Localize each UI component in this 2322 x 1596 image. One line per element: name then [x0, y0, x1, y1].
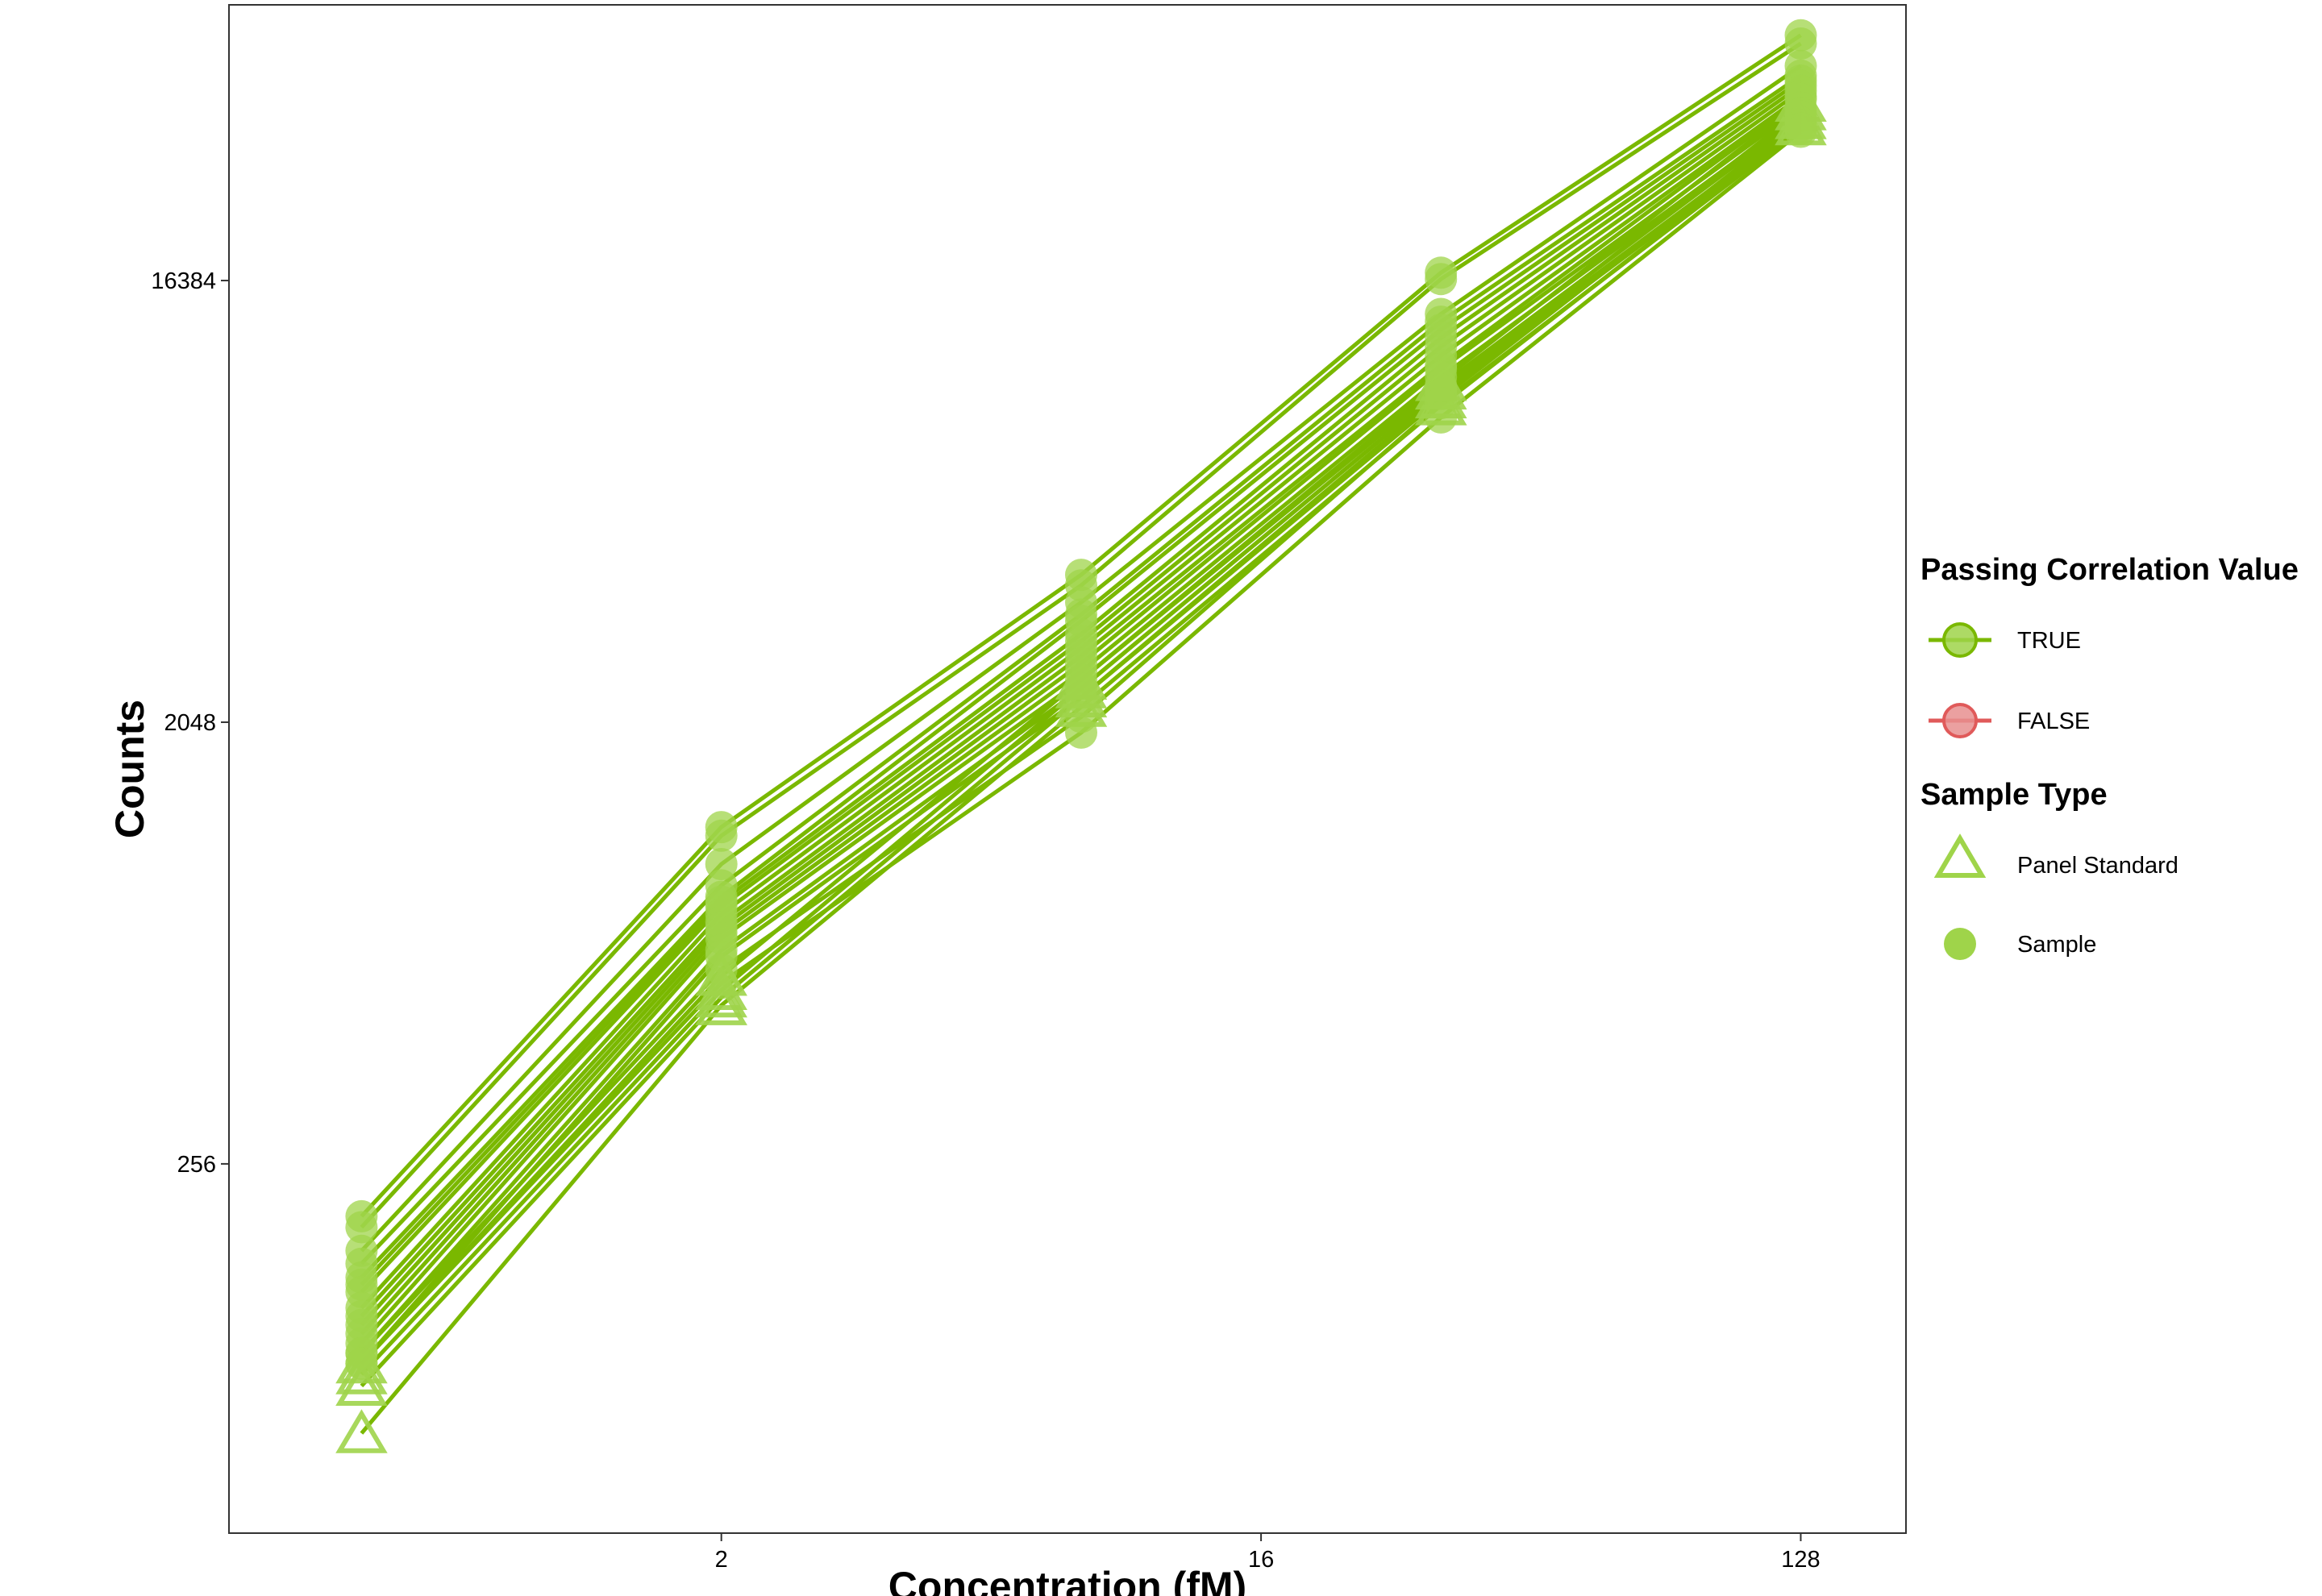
legend-key-false-marker	[1942, 703, 1978, 738]
data-point-circle	[1065, 716, 1097, 749]
data-point-circle	[705, 819, 738, 852]
y-tick-label: 256	[177, 1152, 216, 1178]
x-tick-label: 128	[1781, 1547, 1820, 1573]
plot-panel-border	[228, 4, 1907, 1534]
legend-key-true-marker	[1942, 622, 1978, 658]
data-point-triangle	[695, 981, 747, 1025]
y-tick-label: 16384	[151, 268, 216, 294]
data-point-circle	[1425, 263, 1458, 296]
legend-label-true: TRUE	[2017, 628, 2081, 654]
legend-key-sample	[1944, 928, 1976, 960]
data-point-triangle	[695, 973, 747, 1018]
data-point-circle	[705, 966, 738, 1000]
legend-title-correlation: Passing Correlation Value	[1920, 553, 2299, 587]
y-axis-title: Counts	[107, 700, 152, 838]
legend-key-panel-standard	[1933, 833, 1987, 878]
axis-layer: 2 16 128 256 2048 16384	[151, 268, 1820, 1573]
x-axis-title: Concentration (fM)	[888, 1564, 1246, 1596]
x-tick-label: 16	[1248, 1547, 1274, 1573]
y-tick-label: 2048	[164, 710, 216, 736]
legend: Passing Correlation Value TRUE FALSE Sam…	[1920, 553, 2299, 960]
data-point-circle	[1784, 115, 1817, 148]
legend-label-false: FALSE	[2017, 709, 2090, 734]
legend-label-sample: Sample	[2017, 932, 2096, 958]
data-point-circle	[345, 1347, 378, 1380]
data-point-circle	[1425, 401, 1458, 434]
x-tick-label: 2	[715, 1547, 728, 1573]
legend-title-sample-type: Sample Type	[1920, 778, 2108, 812]
data-point-triangle	[335, 1409, 388, 1453]
data-point-circle	[345, 1211, 378, 1244]
legend-label-panel-standard: Panel Standard	[2017, 853, 2178, 879]
series-layer	[335, 19, 1827, 1453]
data-point-circle	[1784, 27, 1817, 60]
data-point-triangle	[335, 1361, 388, 1406]
